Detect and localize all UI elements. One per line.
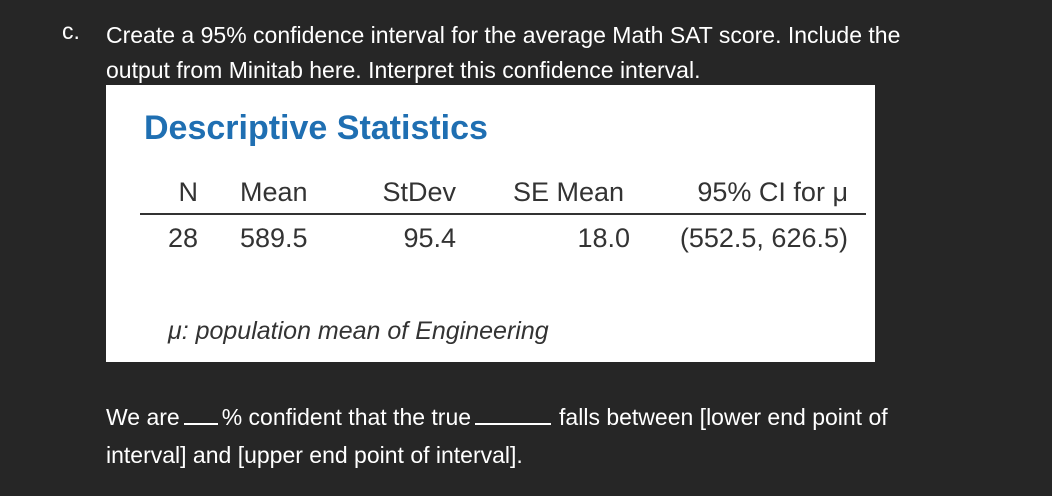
question-letter: c. — [62, 18, 80, 44]
table-header-row: N Mean StDev SE Mean 95% CI for μ — [140, 173, 866, 215]
cell-n: 28 — [167, 223, 198, 253]
question-text: Create a 95% confidence interval for the… — [106, 18, 1006, 88]
statistics-table: N Mean StDev SE Mean 95% CI for μ 28 589… — [140, 173, 866, 255]
answer-part-3: falls between [lower end point of — [559, 404, 888, 430]
header-se-mean: SE Mean — [512, 177, 624, 207]
answer-line-2: interval] and [upper end point of interv… — [106, 442, 523, 468]
cell-stdev: 95.4 — [403, 223, 456, 253]
header-stdev: StDev — [382, 177, 456, 207]
cell-mean: 589.5 — [240, 223, 308, 253]
answer-line-1: We are % confident that the true falls bet… — [106, 398, 1026, 436]
output-title: Descriptive Statistics — [144, 109, 488, 147]
question-line-2: output from Minitab here. Interpret this… — [106, 57, 701, 83]
answer-template: We are % confident that the true falls bet… — [106, 398, 1026, 474]
table-row: 28 589.5 95.4 18.0 (552.5, 626.5) — [140, 215, 866, 255]
header-n: N — [178, 177, 199, 207]
answer-part-1: We are — [106, 404, 180, 430]
blank-confidence — [183, 401, 218, 425]
answer-part-2: % confident that the true — [221, 404, 472, 430]
cell-ci: (552.5, 626.5) — [679, 223, 848, 253]
cell-se-mean: 18.0 — [577, 223, 630, 253]
population-note: μ: population mean of Engineering — [168, 317, 549, 345]
question-line-1: Create a 95% confidence interval for the… — [106, 22, 901, 48]
header-ci: 95% CI for μ — [697, 177, 848, 207]
header-mean: Mean — [240, 177, 308, 207]
minitab-output: Descriptive Statistics N Mean StDev SE M… — [106, 85, 875, 362]
blank-parameter — [475, 401, 552, 425]
table-header-divider — [140, 213, 866, 215]
